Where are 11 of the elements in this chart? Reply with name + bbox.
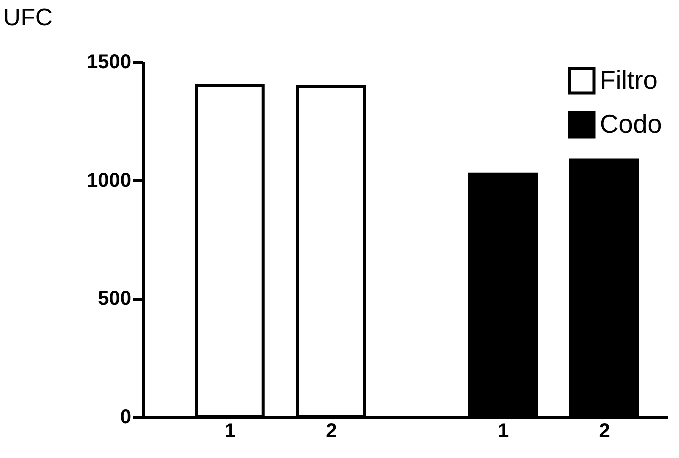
x-tick-label: 2 <box>326 420 338 442</box>
x-tick-label: 1 <box>498 420 510 442</box>
legend-label: Filtro <box>600 65 658 95</box>
y-axis-title: UFC <box>4 4 53 32</box>
y-tick-label: 1500 <box>87 52 132 74</box>
y-tick-label: 0 <box>120 406 132 428</box>
x-tick-label: 1 <box>224 420 236 442</box>
y-tick-label: 500 <box>98 288 132 310</box>
y-tick-label: 1000 <box>87 170 132 192</box>
legend-label: Codo <box>600 109 662 139</box>
x-tick-label: 2 <box>599 420 610 442</box>
